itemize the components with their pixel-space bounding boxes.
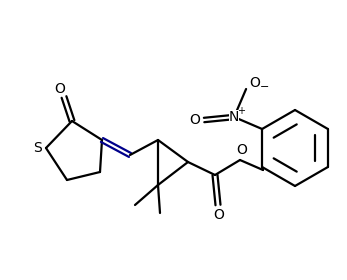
Text: O: O bbox=[54, 82, 66, 96]
Text: O: O bbox=[249, 76, 261, 90]
Text: −: − bbox=[260, 82, 269, 92]
Text: O: O bbox=[213, 208, 225, 222]
Text: S: S bbox=[33, 141, 41, 155]
Text: O: O bbox=[237, 143, 247, 157]
Text: N: N bbox=[229, 110, 239, 124]
Text: +: + bbox=[237, 106, 245, 116]
Text: O: O bbox=[190, 113, 201, 127]
